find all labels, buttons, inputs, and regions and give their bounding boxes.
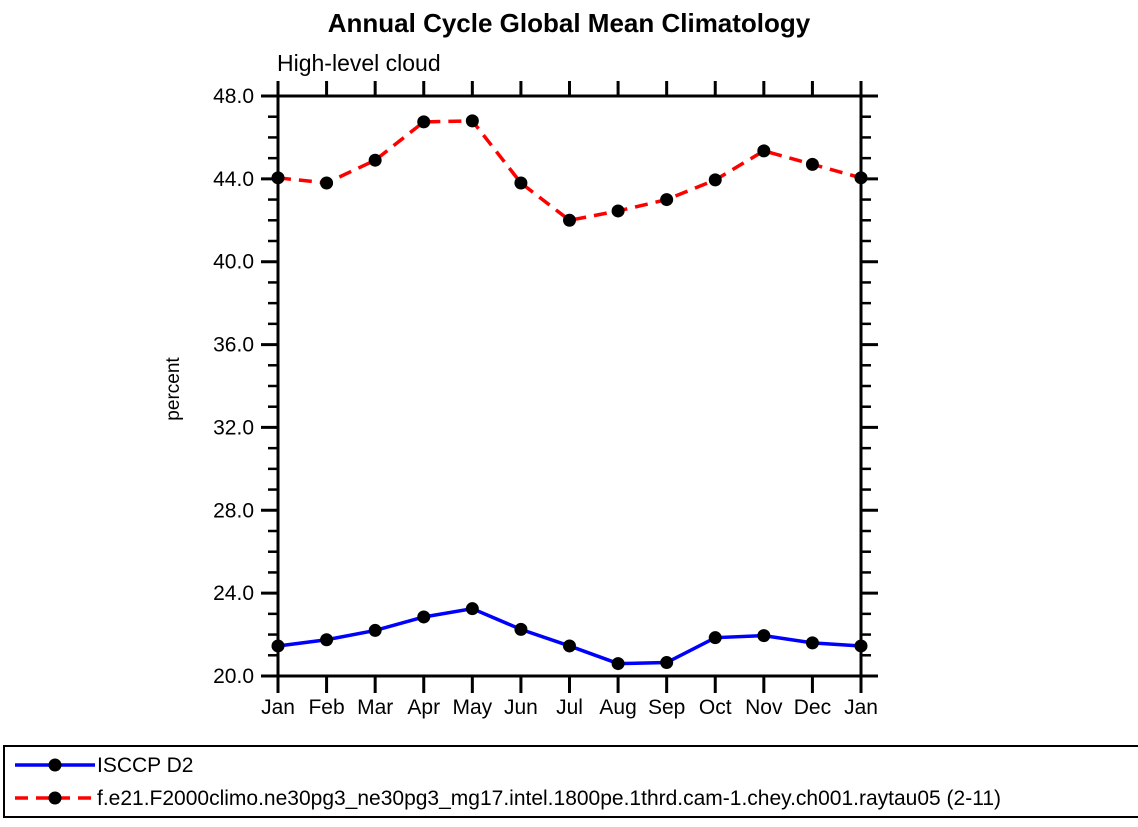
- data-point-marker: [805, 636, 819, 650]
- chart-title: Annual Cycle Global Mean Climatology: [327, 8, 811, 38]
- data-point-marker: [417, 610, 431, 624]
- data-point-marker: [271, 639, 285, 653]
- data-point-marker: [805, 157, 819, 171]
- data-point-marker: [563, 213, 576, 227]
- data-point-marker: [465, 114, 479, 128]
- x-tick-label: Oct: [699, 696, 732, 719]
- data-point-marker: [611, 657, 625, 671]
- legend-label: ISCCP D2: [97, 753, 194, 777]
- x-tick-label: Sep: [648, 696, 685, 719]
- legend-line-sample-blue: [15, 758, 95, 772]
- y-tick-label: 32.0: [213, 416, 254, 439]
- line-chart: 20.0 24.0 28.0 32.0 36.0 40.0 44.0 48.0 Jan Feb Ma…: [213, 81, 878, 719]
- x-tick-label: Feb: [308, 696, 344, 719]
- data-point-marker: [708, 173, 722, 187]
- y-tick-label: 48.0: [213, 85, 254, 108]
- legend-item-model: f.e21.F2000climo.ne30pg3_ne30pg3_mg17.in…: [13, 782, 1138, 815]
- y-tick-label: 36.0: [213, 334, 254, 357]
- legend-label: f.e21.F2000climo.ne30pg3_ne30pg3_mg17.in…: [97, 786, 1002, 810]
- x-tick-label: Jul: [556, 696, 583, 719]
- data-point-marker: [660, 656, 674, 670]
- legend-sample-marker: [48, 758, 62, 772]
- data-point-marker: [465, 602, 479, 616]
- data-point-marker: [708, 631, 722, 645]
- x-tick-label: Jan: [261, 696, 295, 719]
- x-tick-label: May: [452, 696, 492, 719]
- y-tick-label: 28.0: [213, 499, 254, 522]
- series-line-model: [277, 119, 862, 223]
- x-tick-label: Aug: [599, 696, 636, 719]
- legend-sample-marker: [48, 791, 62, 805]
- data-point-marker: [320, 633, 334, 647]
- data-point-marker: [417, 115, 431, 129]
- y-tick-label: 24.0: [213, 582, 254, 605]
- data-point-marker: [854, 639, 868, 653]
- data-point-marker: [757, 144, 771, 158]
- x-tick-label: Mar: [357, 696, 393, 719]
- legend-item-isccp: ISCCP D2: [13, 749, 1138, 782]
- data-point-marker: [757, 629, 771, 643]
- data-point-marker: [660, 193, 674, 207]
- series-line-isccp: [277, 606, 862, 666]
- data-point-marker: [320, 176, 334, 190]
- y-tick-label: 44.0: [213, 168, 254, 191]
- data-point-marker: [563, 639, 576, 653]
- x-tick-label: Jan: [844, 696, 878, 719]
- data-point-marker: [514, 622, 528, 636]
- y-tick-label: 40.0: [213, 251, 254, 274]
- x-tick-label: Dec: [794, 696, 831, 719]
- y-tick-label: 20.0: [213, 665, 254, 688]
- chart-subtitle: High-level cloud: [277, 50, 441, 76]
- data-point-marker: [854, 171, 868, 185]
- x-tick-label: Nov: [745, 696, 783, 719]
- data-point-marker: [514, 176, 528, 190]
- x-tick-label: Apr: [407, 696, 440, 719]
- data-point-marker: [368, 153, 382, 167]
- data-point-marker: [271, 171, 285, 185]
- data-point-marker: [368, 623, 382, 637]
- legend: ISCCP D2 f.e21.F2000climo.ne30pg3_ne30pg…: [3, 745, 1138, 818]
- x-tick-label: Jun: [504, 696, 538, 719]
- data-point-marker: [611, 204, 625, 218]
- legend-line-sample-red: [15, 791, 95, 805]
